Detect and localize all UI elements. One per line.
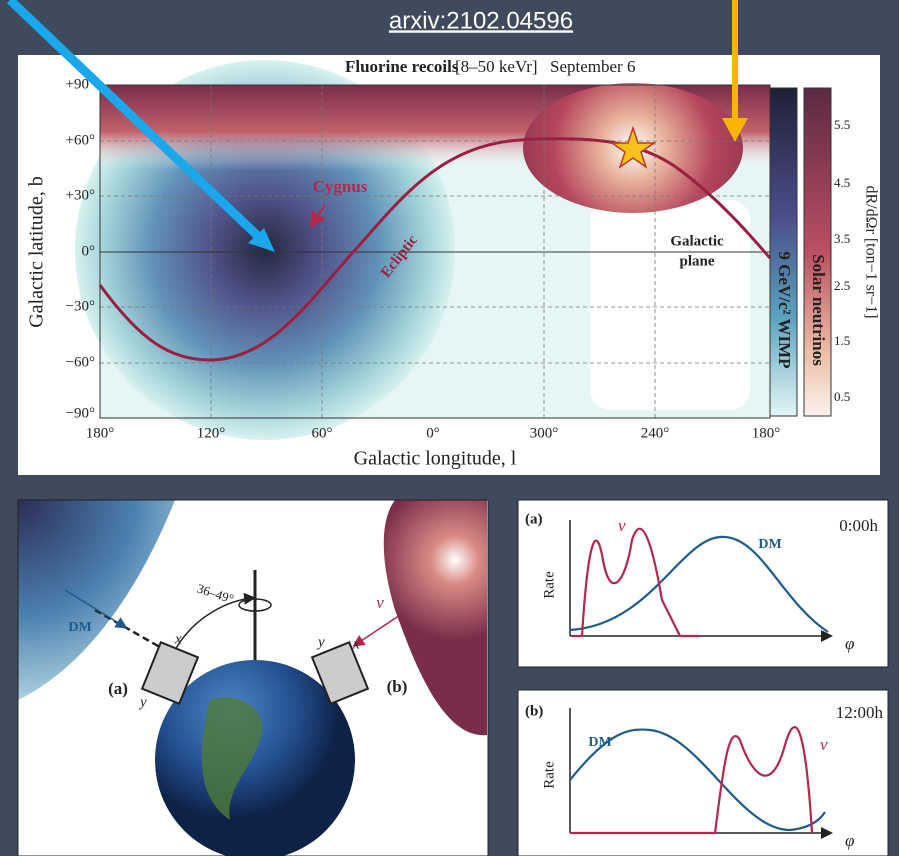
map-blank: [590, 200, 750, 410]
detector-a-label: (a): [108, 679, 128, 698]
y-tick-label: +90°: [66, 76, 95, 92]
dm-label: DM: [68, 620, 91, 635]
dm-label: DM: [588, 735, 611, 750]
axis-label: x: [352, 636, 360, 652]
panel-time: 0:00h: [839, 516, 878, 535]
x-tick-label: 300°: [530, 425, 559, 441]
y-tick-label: +30°: [66, 187, 95, 203]
cygnus-arrow: [309, 204, 326, 229]
angle-arc: [174, 592, 256, 651]
detector-a: [140, 641, 200, 705]
nu-curve: [572, 527, 700, 638]
sky-map: [75, 60, 772, 440]
dm-direction-dashed: [94, 608, 166, 652]
neutrino-source: [383, 500, 487, 736]
panel-time: 12:00h: [836, 703, 884, 722]
earth-panel-frame: [17, 499, 489, 856]
rate-panel-b: [517, 689, 889, 856]
x-tick-label: 180°: [752, 425, 781, 441]
galactic-plane-label: Galactic: [670, 233, 724, 249]
panel-tag: (b): [525, 703, 543, 719]
rate-panel-a: [517, 499, 889, 668]
map-date: September 6: [550, 57, 635, 76]
nu-label: ν: [376, 593, 384, 612]
colorbar-tick-label: 2.5: [834, 278, 850, 293]
detector-b-label: (b): [387, 677, 408, 696]
pointer-arrow-blue: [6, 0, 266, 244]
x-tick-label: 240°: [641, 425, 670, 441]
x-axis-label: Galactic longitude, l: [354, 448, 517, 470]
y-tick-label: −30°: [66, 298, 95, 314]
nu-arrow: [352, 614, 401, 647]
solar-colorbar: [803, 87, 832, 417]
nu-label: ν: [820, 735, 828, 754]
colorbar-tick-label: 4.5: [834, 175, 850, 190]
dm-label: DM: [758, 537, 781, 552]
colorbar-tick-label: 1.5: [834, 333, 850, 348]
colorbar-axis-label: dR/dΩr [ton−1 sr−1]: [862, 185, 879, 318]
earth: [155, 660, 355, 856]
y-axis-label: Galactic latitude, b: [26, 176, 48, 328]
detector-b: [310, 641, 370, 705]
pointer-arrowhead-blue: [248, 228, 275, 252]
dm-halo: [0, 500, 175, 700]
continent: [201, 697, 262, 820]
grid: [100, 85, 770, 418]
map-title-range: [8–50 keVr]: [455, 57, 538, 76]
ecliptic: [98, 137, 772, 362]
sun-star: [609, 125, 657, 169]
cygnus-label: Cygnus: [313, 177, 368, 196]
axis-label: y: [316, 634, 325, 650]
nu-label: ν: [618, 516, 626, 535]
panel-x-label: φ: [845, 831, 854, 850]
colorbar-tick-label: 0.5: [834, 389, 850, 404]
colorbar-tick-label: 5.5: [834, 117, 850, 132]
solar-colorbar-label: Solar neutrinos: [809, 254, 828, 366]
map-title: Fluorine recoils: [345, 57, 459, 76]
x-tick-label: 60°: [312, 425, 333, 441]
colorbar-tick-label: 3.5: [834, 231, 850, 246]
x-tick-label: 0°: [426, 425, 440, 441]
y-tick-label: −60°: [66, 354, 95, 370]
pointer-arrowhead-yellow: [722, 118, 748, 142]
wimp-colorbar: [769, 87, 798, 417]
y-tick-label: 0°: [82, 243, 96, 259]
y-tick-label: −90°: [66, 405, 95, 421]
nu-curve: [570, 726, 814, 835]
y-tick-label: +60°: [66, 132, 95, 148]
x-tick-label: 120°: [197, 425, 226, 441]
panel-y-label: Rate: [541, 761, 557, 789]
axis-label: y: [138, 694, 147, 710]
dm-curve: [569, 535, 829, 633]
axis-label: x: [174, 631, 182, 647]
paper-link[interactable]: arxiv:2102.04596: [389, 7, 573, 34]
wimp-colorbar-label: 9 GeV/c² WIMP: [775, 251, 794, 368]
panel-x-label: φ: [845, 634, 854, 653]
x-tick-label: 180°: [86, 425, 115, 441]
dm-arrow: [64, 589, 128, 629]
panel-y-label: Rate: [541, 571, 557, 599]
panel-tag: (a): [525, 511, 543, 527]
dm-curve: [569, 728, 826, 832]
galactic-plane-label: plane: [679, 253, 714, 269]
